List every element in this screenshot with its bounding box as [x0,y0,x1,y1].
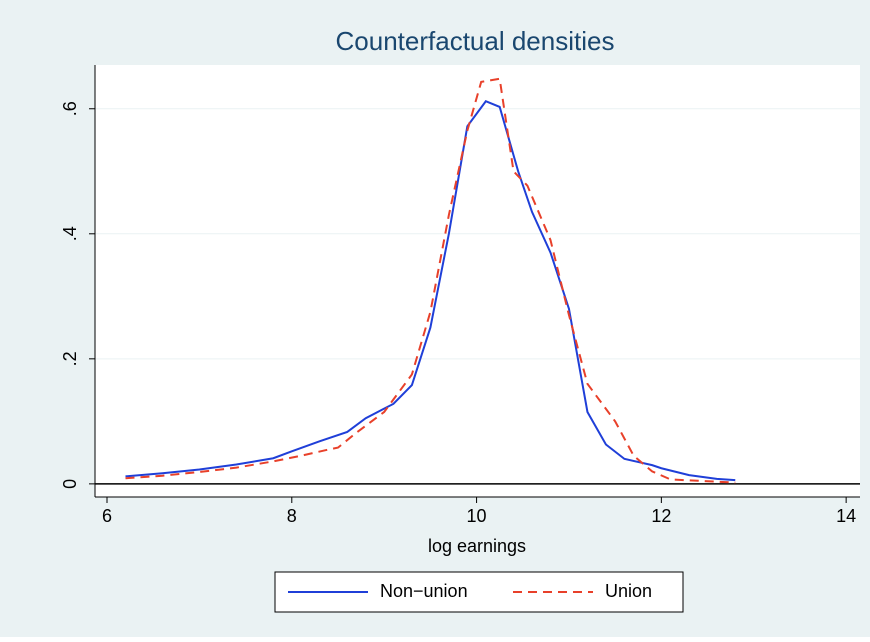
y-tick-label: 0 [60,479,80,489]
series-line [125,77,736,484]
legend-label: Union [605,581,652,601]
y-tick-label: .6 [60,101,80,116]
x-tick-label: 8 [287,506,297,526]
plot-area [95,65,860,497]
series-line [125,100,736,482]
legend-label: Non−union [380,581,468,601]
x-tick-label: 6 [102,506,112,526]
y-tick-label: .4 [60,226,80,241]
chart-title: Counterfactual densities [336,26,615,56]
x-axis-label: log earnings [428,536,526,556]
x-tick-label: 12 [651,506,671,526]
x-tick-label: 14 [836,506,856,526]
x-tick-label: 10 [467,506,487,526]
y-tick-label: .2 [60,351,80,366]
